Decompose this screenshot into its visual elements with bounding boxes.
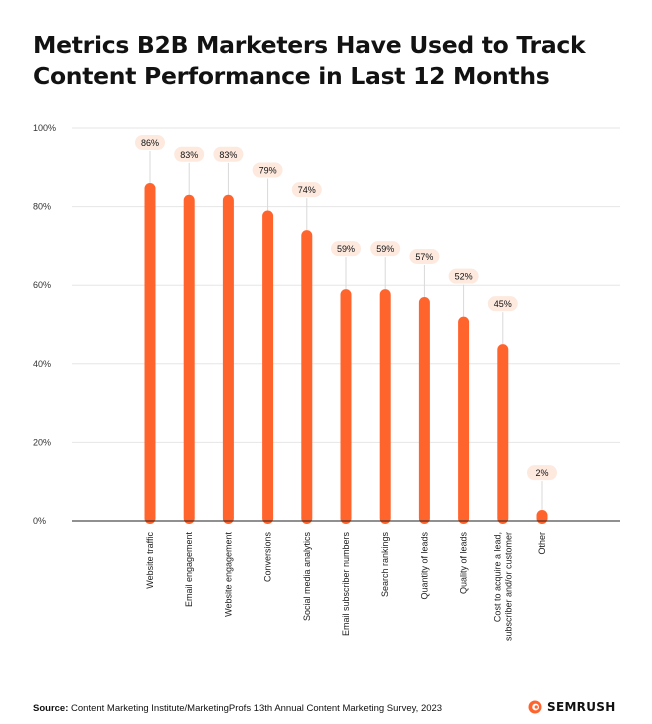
value-label-bg (487, 296, 518, 312)
bar (262, 210, 274, 524)
x-category-label: Search rankings (380, 532, 390, 598)
brand-name: SEMRUSH (547, 700, 616, 714)
value-label-bg (291, 182, 322, 198)
brand-logo: SEMRUSH (527, 700, 616, 714)
semrush-flame-icon (528, 700, 542, 714)
value-label-bg (527, 465, 557, 481)
x-category-label-line: Search rankings (380, 532, 390, 598)
x-category-label: Website traffic (145, 532, 155, 589)
x-category-label-line: Other (537, 532, 547, 555)
x-category-label: Email subscriber numbers (341, 532, 351, 637)
value-label: 59% (376, 244, 394, 254)
x-category-label: Cost to acquire a lead, subscriber and/or… (492, 532, 513, 641)
x-category-label-line: Website traffic (145, 532, 155, 589)
x-category-label-line: Quantity of leads (419, 532, 429, 600)
x-category-label: Other (537, 532, 547, 555)
x-category-label: Website engagement (223, 532, 233, 617)
value-label: 83% (219, 150, 237, 160)
value-label-bg (135, 135, 165, 151)
bar (301, 230, 313, 524)
value-label-bg (252, 162, 283, 178)
source-text: Content Marketing Institute/MarketingPro… (71, 703, 443, 714)
x-category-label: Social media analytics (302, 532, 312, 622)
bar (340, 289, 352, 524)
bar (222, 194, 234, 524)
x-category-label-line: Email engagement (184, 532, 194, 608)
bar (183, 194, 195, 524)
bar (497, 344, 509, 524)
value-label: 52% (455, 272, 473, 282)
value-label: 57% (415, 252, 433, 262)
source-label: Source: (33, 703, 69, 714)
y-tick-label: 0% (33, 516, 46, 526)
value-label: 74% (298, 185, 316, 195)
value-label: 83% (180, 150, 198, 160)
x-category-label: Conversions (263, 532, 273, 583)
x-category-label: Quality of leads (459, 532, 469, 595)
x-category-label-line: Email subscriber numbers (341, 532, 351, 637)
x-category-label-line: Website engagement (223, 532, 233, 617)
y-tick-label: 40% (33, 359, 51, 369)
x-category-label-line: Conversions (263, 532, 273, 583)
chart-title-line-1: Metrics B2B Marketers Have Used to Track (33, 31, 586, 59)
value-label-bg (174, 146, 205, 162)
x-category-label: Quantity of leads (419, 532, 429, 600)
bar (144, 183, 156, 524)
x-category-label-line: Quality of leads (459, 532, 469, 595)
bar (418, 296, 430, 524)
value-label-bg (213, 146, 244, 162)
bar (379, 289, 391, 524)
value-label: 45% (494, 299, 512, 309)
chart-title-line-2: Content Performance in Last 12 Months (33, 62, 550, 90)
x-category-label-line: Cost to acquire a lead, (492, 532, 502, 622)
value-label-bg (409, 248, 440, 264)
y-tick-label: 80% (33, 202, 51, 212)
value-label: 79% (259, 166, 277, 176)
y-tick-label: 100% (33, 123, 56, 133)
value-label: 86% (141, 138, 159, 148)
bar (458, 316, 470, 524)
x-category-label: Email engagement (184, 532, 194, 608)
value-label-bg (448, 268, 479, 284)
chart-title: Metrics B2B Marketers Have Used to Track… (33, 30, 623, 92)
x-category-label-line: subscriber and/or customer (503, 532, 513, 641)
value-label-bg (331, 241, 361, 257)
value-label-bg (370, 241, 401, 257)
value-label: 2% (535, 468, 548, 478)
bar (536, 510, 548, 524)
value-label: 59% (337, 244, 355, 254)
bar-chart: 0% 20% 40% 60% 80% 100% 86% Website traffic 83% E… (33, 123, 620, 641)
y-tick-label: 20% (33, 437, 51, 447)
y-tick-label: 60% (33, 280, 51, 290)
x-category-label-line: Social media analytics (302, 532, 312, 622)
source-note: Source: Content Marketing Institute/Mark… (33, 703, 442, 714)
